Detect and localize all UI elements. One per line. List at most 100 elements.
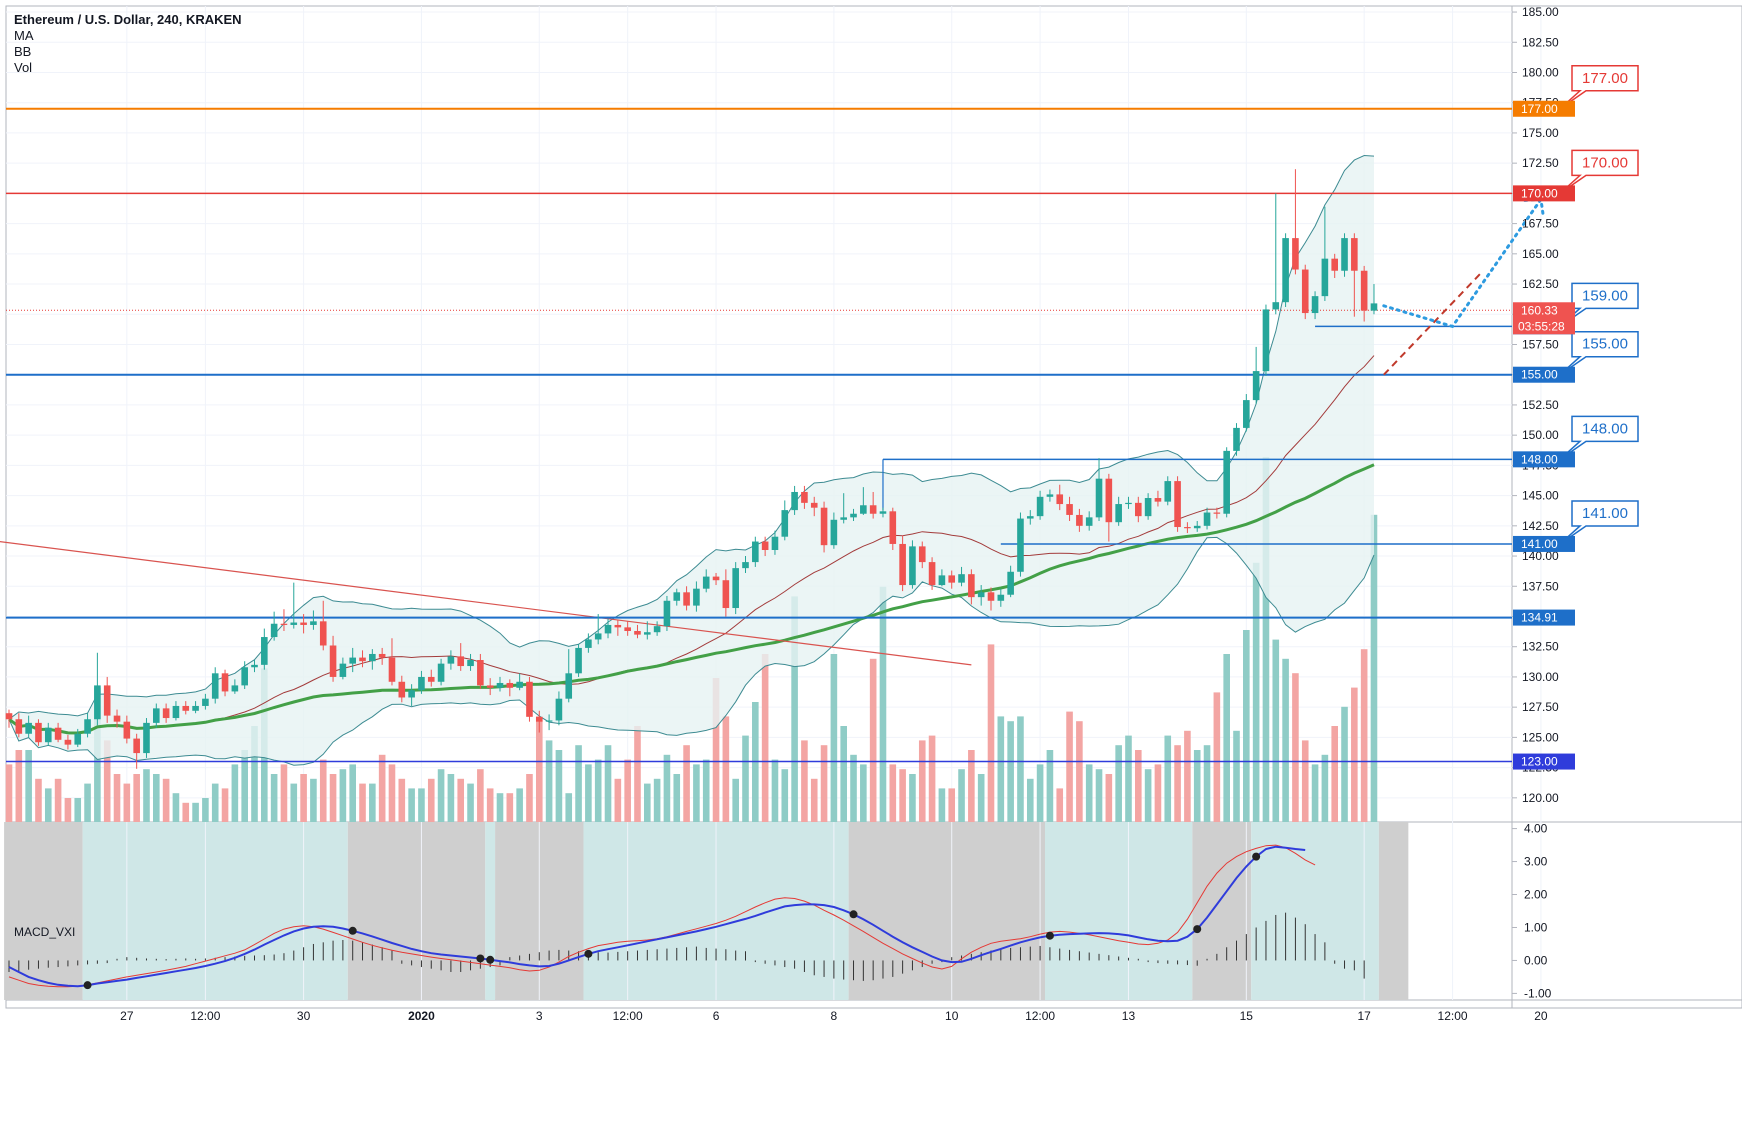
candle-body bbox=[761, 541, 769, 550]
volume-bar bbox=[1351, 687, 1358, 822]
volume-bar bbox=[722, 716, 730, 822]
volume-bar bbox=[1331, 726, 1338, 822]
candle-body bbox=[427, 676, 435, 682]
volume-bar bbox=[54, 778, 62, 822]
volume-bar bbox=[977, 774, 985, 822]
price-tick-label: 137.50 bbox=[1522, 579, 1559, 593]
candle-body bbox=[1321, 258, 1329, 297]
volume-bar bbox=[133, 774, 140, 822]
candle-body bbox=[1125, 502, 1132, 505]
macd-indicator-label[interactable]: MACD_VXI bbox=[14, 925, 76, 939]
callout-box bbox=[1559, 415, 1639, 460]
price-tick-label: 165.00 bbox=[1522, 247, 1559, 261]
macd-region bbox=[485, 822, 496, 1000]
candle-body bbox=[25, 722, 32, 734]
bollinger-basis bbox=[8, 355, 1375, 734]
callout-box bbox=[1559, 330, 1639, 376]
macd-cross-point bbox=[849, 910, 858, 919]
volume-bar bbox=[1085, 764, 1093, 822]
volume-bar bbox=[771, 759, 779, 822]
volume-bar bbox=[761, 654, 769, 822]
volume-bar bbox=[1017, 716, 1024, 822]
candle-body bbox=[241, 667, 248, 686]
macd-cross-point bbox=[83, 981, 92, 990]
callout-label: 159.00 bbox=[1582, 287, 1628, 304]
volume-bar bbox=[1272, 639, 1280, 822]
volume-bar bbox=[1243, 630, 1250, 822]
candle-body bbox=[928, 562, 936, 586]
axis-level-text: 148.00 bbox=[1521, 452, 1558, 466]
volume-bar bbox=[1115, 745, 1122, 822]
volume-bar bbox=[840, 726, 847, 822]
bar-countdown: 03:55:28 bbox=[1518, 319, 1565, 333]
time-tick-label: 10 bbox=[945, 1009, 959, 1023]
candle-body bbox=[1095, 478, 1103, 518]
volume-bar bbox=[693, 764, 700, 822]
candle-body bbox=[958, 574, 965, 583]
volume-bar bbox=[634, 726, 641, 822]
candle-body bbox=[1076, 514, 1083, 526]
candle-body bbox=[486, 685, 494, 688]
candle-body bbox=[447, 656, 455, 664]
volume-bar bbox=[594, 759, 602, 822]
volume-bar bbox=[850, 754, 857, 822]
candle-body bbox=[1233, 427, 1240, 451]
axis-level-text: 123.00 bbox=[1521, 755, 1558, 769]
macd-pane: -1.00 0.00 1.00 2.00 3.00 4.00 bbox=[8, 822, 1552, 1000]
candle-body bbox=[1213, 512, 1221, 514]
axis-level-bg bbox=[1513, 535, 1575, 552]
volume-bar bbox=[1095, 769, 1103, 822]
candle-body bbox=[575, 647, 582, 674]
callout-155.00: 155.00 bbox=[1558, 330, 1639, 377]
candle-body bbox=[1026, 516, 1034, 519]
macd-cross-point bbox=[486, 955, 495, 964]
candle-body bbox=[1193, 525, 1201, 529]
candle-body bbox=[1282, 238, 1289, 303]
candle-body bbox=[1007, 571, 1014, 595]
indicator-bb[interactable]: BB bbox=[14, 44, 32, 59]
candle-body bbox=[211, 673, 219, 699]
macd-tick-label: -1.00 bbox=[1524, 986, 1552, 1000]
volume-bar bbox=[172, 793, 180, 822]
indicator-vol[interactable]: Vol bbox=[14, 60, 33, 75]
candle-body bbox=[35, 722, 42, 743]
candles bbox=[5, 169, 1378, 769]
macd-tick-label: 0.00 bbox=[1524, 953, 1548, 967]
candle-body bbox=[251, 664, 258, 668]
axis-level-text: 155.00 bbox=[1521, 368, 1558, 382]
candle-body bbox=[54, 727, 62, 740]
volume-bar bbox=[820, 745, 828, 822]
candle-body bbox=[968, 574, 975, 598]
indicator-ma[interactable]: MA bbox=[14, 28, 34, 43]
volume-bar bbox=[329, 774, 337, 822]
volume-bar bbox=[418, 788, 425, 822]
candle-body bbox=[1036, 496, 1044, 517]
volume-bar bbox=[398, 778, 406, 822]
candle-body bbox=[555, 698, 563, 721]
candle-body bbox=[1262, 309, 1270, 372]
candle-body bbox=[123, 721, 131, 739]
candle-body bbox=[221, 673, 229, 692]
macd-regions bbox=[4, 822, 1409, 1000]
axis-level-label: 155.00 bbox=[1513, 366, 1575, 383]
bollinger-lower bbox=[8, 536, 1375, 766]
current-price-bg bbox=[1513, 302, 1575, 335]
candle-body bbox=[1203, 512, 1211, 526]
time-tick-label: 6 bbox=[713, 1009, 720, 1023]
volume-bar bbox=[1066, 711, 1073, 822]
candle-body bbox=[653, 626, 661, 633]
time-tick-label: 20 bbox=[1534, 1009, 1548, 1023]
volume-bar bbox=[702, 759, 710, 822]
axis-level-text: 170.00 bbox=[1521, 186, 1558, 200]
macd-tick-label: 1.00 bbox=[1524, 920, 1548, 934]
axis-level-label: 177.00 bbox=[1513, 100, 1575, 117]
volume-bar bbox=[683, 745, 690, 822]
volume-bar bbox=[182, 802, 190, 822]
volume-bar bbox=[1311, 764, 1319, 822]
volume-bar bbox=[1341, 706, 1348, 822]
volume-bar bbox=[496, 793, 504, 822]
axis-level-text: 134.91 bbox=[1521, 611, 1558, 625]
volume-bar bbox=[1282, 658, 1289, 822]
